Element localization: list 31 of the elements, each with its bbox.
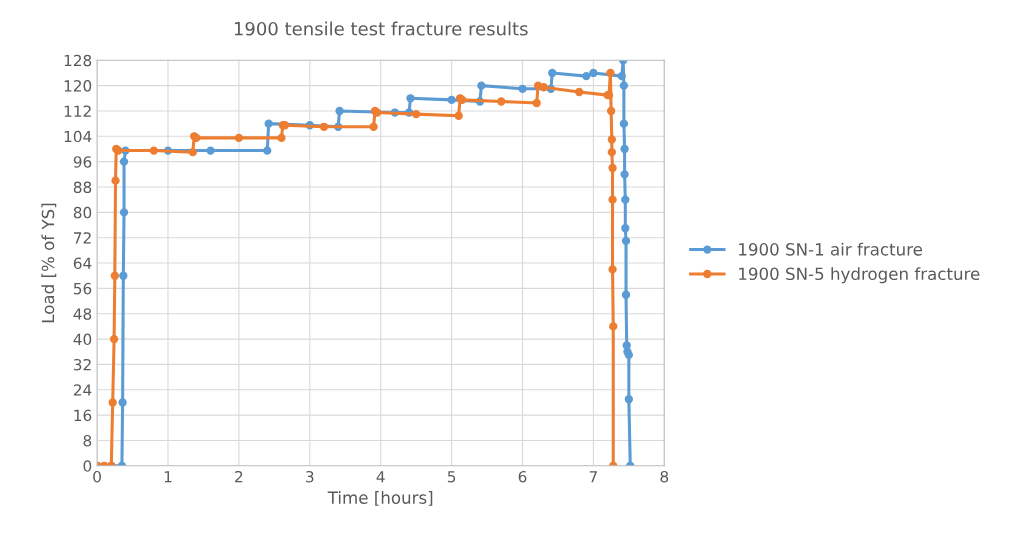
chart-title: 1900 tensile test fracture results xyxy=(234,21,528,36)
x-tick-label: 5 xyxy=(447,471,456,483)
x-tick-label: 3 xyxy=(306,470,314,483)
y-tick-label: 16 xyxy=(74,409,92,422)
y-tick-label: 48 xyxy=(73,308,92,320)
y-tick-label: 32 xyxy=(73,358,91,371)
y-tick-label: 72 xyxy=(74,232,91,244)
y-tick-label: 128 xyxy=(64,54,92,67)
y-tick-label: 56 xyxy=(73,282,92,295)
y-tick-label: 0 xyxy=(83,460,92,472)
y-tick-label: 88 xyxy=(73,181,92,194)
y-axis-title: Load [% of YS] xyxy=(41,203,57,323)
x-tick-label: 2 xyxy=(235,470,243,483)
y-tick-label: 8 xyxy=(83,434,92,447)
y-tick-label: 120 xyxy=(64,80,92,92)
x-tick-label: 0 xyxy=(93,470,101,483)
legend-label: 1900 SN-1 air fracture xyxy=(739,242,923,256)
y-tick-label: 64 xyxy=(73,257,92,270)
x-tick-label: 1 xyxy=(164,471,172,483)
x-tick-label: 7 xyxy=(589,471,597,483)
y-tick-label: 24 xyxy=(73,384,92,396)
y-tick-label: 104 xyxy=(64,130,92,143)
y-tick-label: 112 xyxy=(64,105,91,117)
x-axis-title: Time [hours] xyxy=(327,491,433,506)
y-tick-label: 40 xyxy=(73,333,92,346)
y-tick-label: 80 xyxy=(73,206,92,219)
x-tick-label: 6 xyxy=(518,470,527,483)
y-tick-label: 96 xyxy=(73,156,92,168)
x-tick-label: 4 xyxy=(376,471,385,483)
x-tick-label: 8 xyxy=(660,470,669,483)
legend-label: 1900 SN-5 hydrogen fracture xyxy=(739,267,980,284)
